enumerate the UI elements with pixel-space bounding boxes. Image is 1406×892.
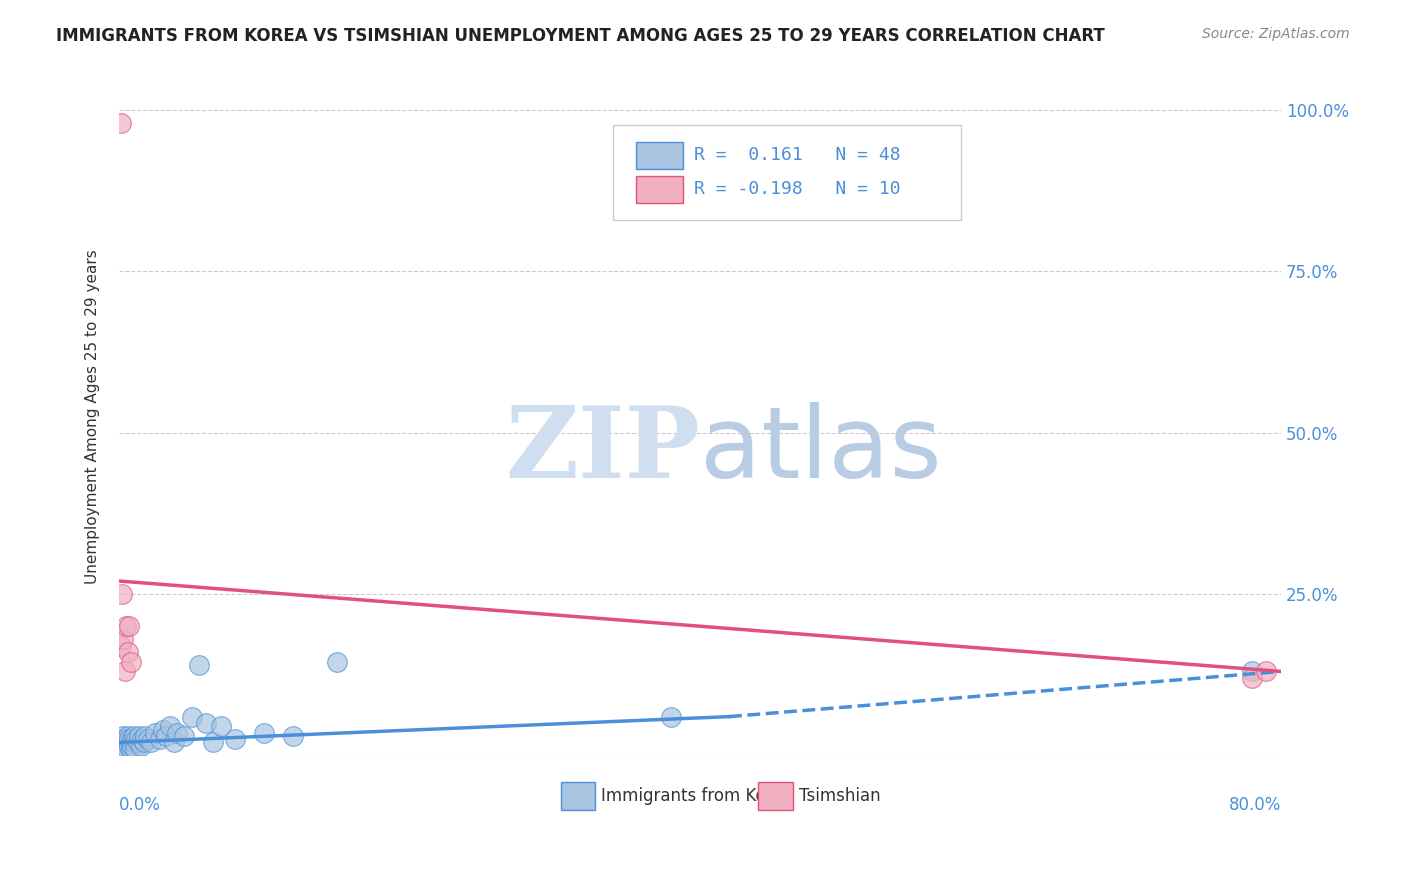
Bar [636,142,682,169]
Point [143,725,166,739]
Point [136,732,159,747]
Point [159,719,181,733]
Text: Source: ZipAtlas.com: Source: ZipAtlas.com [1202,27,1350,41]
Text: atlas: atlas [700,401,942,499]
Text: ZIP: ZIP [505,401,700,499]
Point [152,723,174,737]
Y-axis label: Unemployment Among Ages 25 to 29 years: Unemployment Among Ages 25 to 29 years [86,249,100,583]
Point [110,639,132,653]
Point [1256,665,1278,679]
Bar [636,176,682,202]
Point [115,742,138,756]
Point [118,732,141,747]
Point [173,729,195,743]
Point [112,729,135,743]
Point [111,732,134,747]
Point [1240,665,1263,679]
Point [128,729,150,743]
Point [131,732,153,747]
Point [195,716,218,731]
Point [117,729,139,743]
FancyBboxPatch shape [613,125,962,219]
Point [139,735,162,749]
Point [117,645,139,659]
Point [118,619,141,633]
Point [112,742,135,756]
Point [134,729,156,743]
Point [122,729,145,743]
Point [163,735,186,749]
Point [1240,671,1263,685]
Point [166,725,188,739]
Text: Immigrants from Korea: Immigrants from Korea [602,787,793,805]
Point [202,735,225,749]
Point [121,732,143,747]
Point [121,739,143,753]
Text: R = -0.198   N = 10: R = -0.198 N = 10 [695,180,901,198]
Point [132,735,155,749]
Point [180,709,202,723]
Point [118,739,141,753]
Text: Tsimshian: Tsimshian [799,787,880,805]
Point [120,655,142,669]
Point [120,735,142,749]
Point [326,655,349,669]
Point [127,735,149,749]
Point [224,732,246,747]
Point [149,732,172,747]
Text: IMMIGRANTS FROM KOREA VS TSIMSHIAN UNEMPLOYMENT AMONG AGES 25 TO 29 YEARS CORREL: IMMIGRANTS FROM KOREA VS TSIMSHIAN UNEMP… [56,27,1105,45]
Bar [561,782,595,810]
Point [114,735,136,749]
Point [114,739,136,753]
Point [111,587,134,601]
Point [253,725,276,739]
Point [110,115,132,129]
Text: 0.0%: 0.0% [120,796,160,814]
Point [124,742,146,756]
Point [111,739,134,753]
Point [115,619,138,633]
Point [129,739,152,753]
Point [283,729,305,743]
Point [110,735,132,749]
Point [659,709,682,723]
Text: 80.0%: 80.0% [1229,796,1281,814]
Point [155,729,177,743]
Point [187,657,209,672]
Point [120,742,142,756]
Point [112,632,135,647]
Text: R =  0.161   N = 48: R = 0.161 N = 48 [695,146,901,164]
Point [114,665,136,679]
Point [117,735,139,749]
Point [122,735,145,749]
Point [115,732,138,747]
Bar [758,782,793,810]
Point [209,719,232,733]
Point [125,732,148,747]
